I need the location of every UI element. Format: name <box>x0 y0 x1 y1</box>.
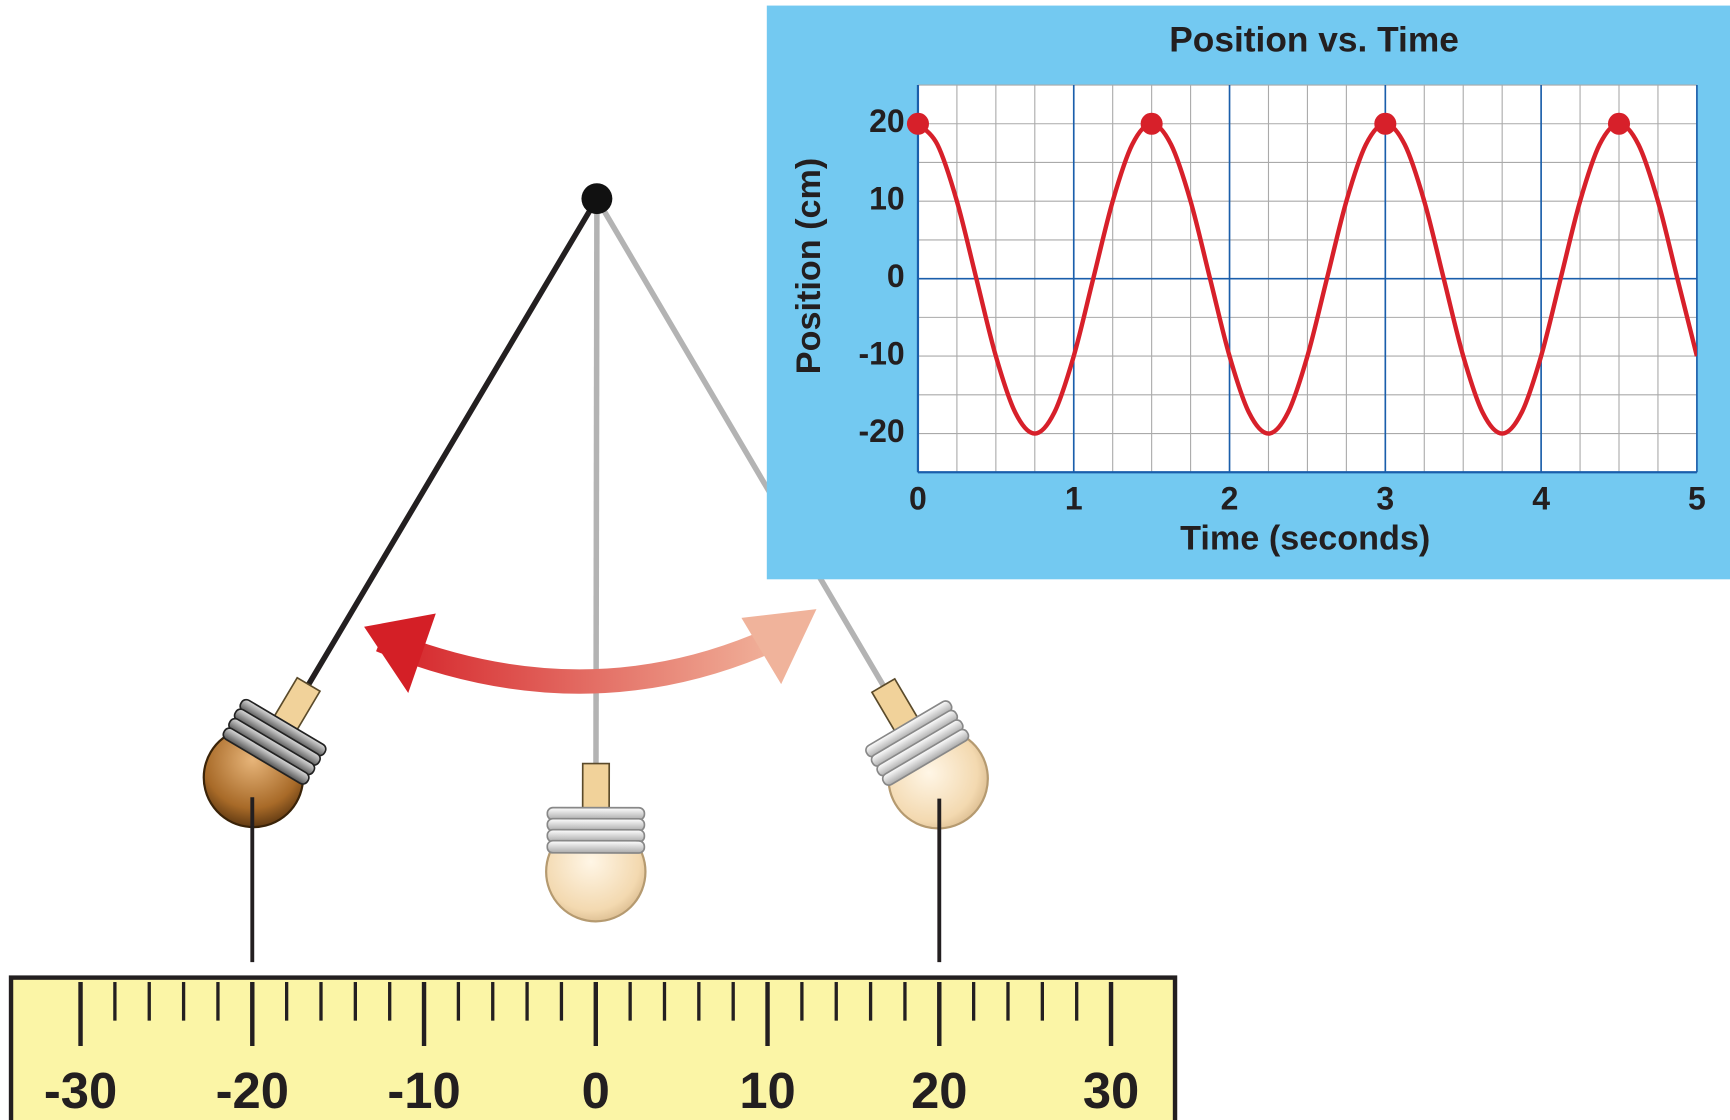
bob-ring <box>546 839 646 854</box>
arrow-head-right <box>741 609 817 685</box>
y-tick-label: -10 <box>858 336 904 372</box>
ruler-label: -30 <box>44 1062 117 1119</box>
peak-marker <box>1140 112 1163 135</box>
bob-stem <box>581 762 611 815</box>
ruler-label: 10 <box>739 1062 795 1119</box>
ruler-label: -10 <box>387 1062 460 1119</box>
peak-marker <box>906 112 929 135</box>
pivot <box>581 183 613 215</box>
x-tick-label: 4 <box>1532 480 1550 516</box>
peak-marker <box>1374 112 1397 135</box>
bob <box>545 198 647 923</box>
pendulum <box>202 183 989 963</box>
arrow-head-left <box>364 613 436 693</box>
y-tick-label: -20 <box>858 413 904 449</box>
string <box>306 197 600 686</box>
string <box>594 197 886 687</box>
ruler-label: 30 <box>1083 1062 1139 1119</box>
bob-ring <box>881 728 970 786</box>
x-tick-label: 2 <box>1221 480 1239 516</box>
ruler-label: 20 <box>911 1062 967 1119</box>
y-axis-label: Position (cm) <box>790 158 828 375</box>
chart-title: Position vs. Time <box>1169 20 1459 59</box>
x-tick-label: 5 <box>1688 480 1706 516</box>
peak-marker <box>1607 112 1631 135</box>
x-tick-label: 0 <box>909 480 927 516</box>
bob <box>202 197 600 829</box>
bob <box>594 197 989 830</box>
ruler-label: -20 <box>216 1062 289 1119</box>
x-tick-label: 1 <box>1065 480 1083 516</box>
ruler: -30 -20 -10 0 10 20 30 <box>8 975 1178 1120</box>
chart: Position vs. Time Time (seconds) Positio… <box>766 5 1730 580</box>
x-axis-label: Time (seconds) <box>1180 520 1430 558</box>
y-tick-label: 0 <box>887 258 905 294</box>
y-tick-label: 10 <box>869 181 905 217</box>
ruler-label: 0 <box>582 1062 610 1119</box>
swing-arrow <box>376 618 800 694</box>
y-tick-label: 20 <box>869 103 905 139</box>
ruler-body <box>8 975 1178 1120</box>
bob-ring <box>222 727 310 785</box>
data-line <box>917 121 1697 436</box>
x-tick-label: 3 <box>1376 480 1394 516</box>
